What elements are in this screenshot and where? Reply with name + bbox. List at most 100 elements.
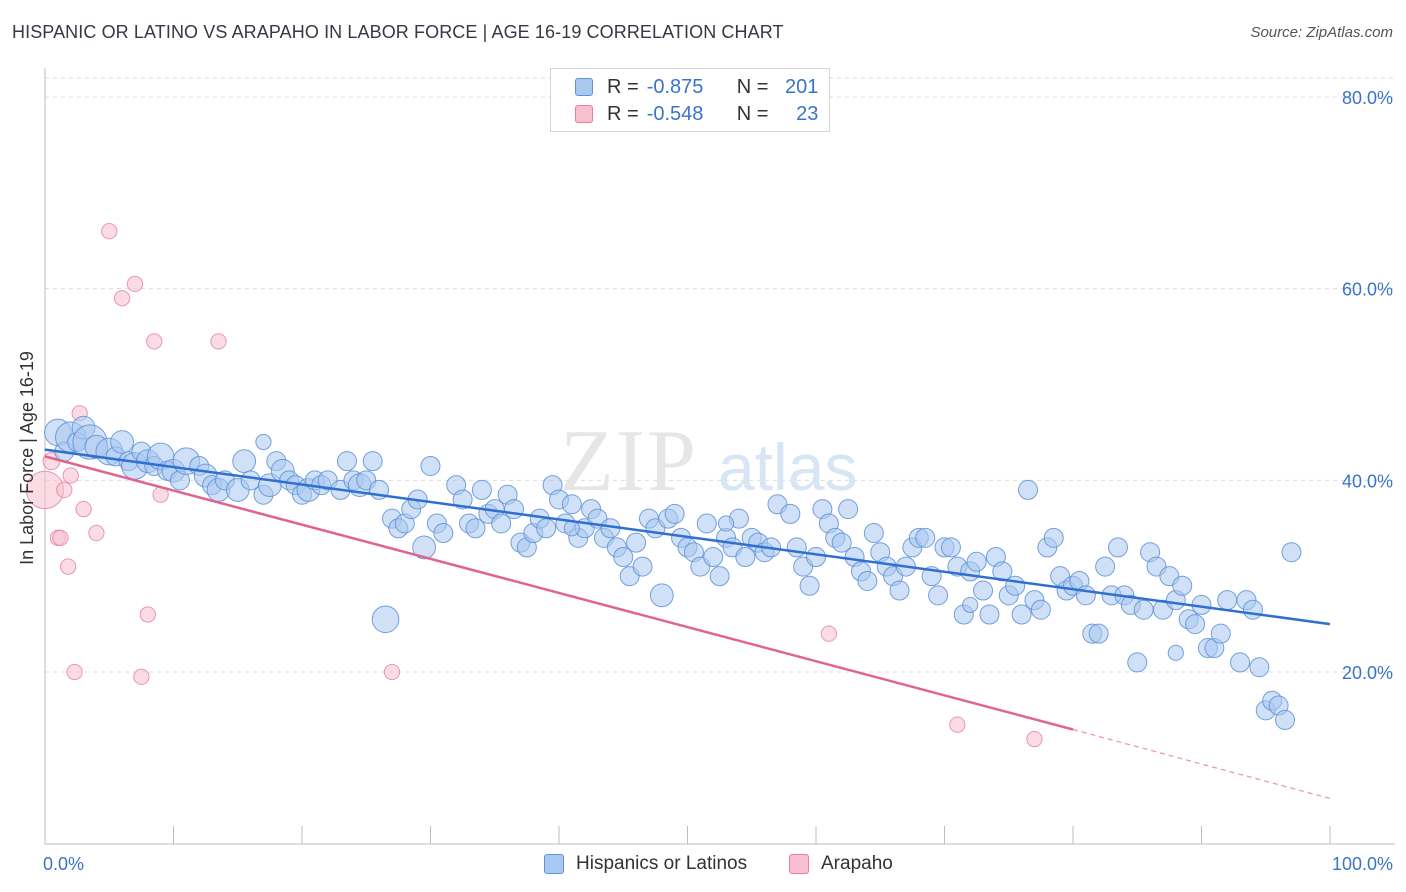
arapaho-point (383, 663, 401, 681)
hispanic-point (626, 532, 647, 553)
hispanic-point (786, 537, 807, 558)
hispanic-point (412, 535, 436, 560)
hispanic-point (979, 604, 1000, 625)
hispanic-point (1230, 652, 1251, 673)
hispanic-point (1167, 644, 1184, 661)
arapaho-point (126, 275, 144, 293)
arapaho-point (75, 500, 92, 518)
arapaho-point (101, 223, 118, 240)
bottom-legend-label: Arapaho (821, 853, 893, 874)
hispanic-point (1043, 527, 1064, 548)
x-tick-label: 0.0% (43, 854, 84, 874)
y-tick-label: 80.0% (1342, 88, 1393, 108)
arapaho-point (210, 333, 227, 350)
y-tick-label: 20.0% (1342, 663, 1393, 683)
watermark-atlas: atlas (718, 430, 857, 504)
legend-r-value: -0.875 (646, 75, 704, 98)
legend-n-label: N = (736, 75, 769, 98)
stats-legend: R = -0.875 N = 201 R = -0.548 N = 23 (550, 68, 830, 132)
hispanic-point (717, 515, 735, 532)
arapaho-point (56, 481, 73, 499)
watermark-zip: ZIP (560, 413, 698, 510)
legend-row-hispanic: R = -0.875 N = 201 (575, 75, 818, 99)
hispanic-point (471, 479, 492, 500)
hispanic-point (110, 430, 134, 454)
watermark: ZIP atlas (560, 413, 857, 510)
hispanic-point (420, 455, 441, 476)
hispanic-point (491, 513, 512, 534)
legend-r-label: R = (607, 102, 639, 125)
arapaho-point (820, 625, 837, 642)
hispanic-point (1275, 709, 1296, 730)
y-tick-label: 40.0% (1342, 471, 1393, 491)
hispanic-point (1011, 604, 1032, 625)
hispanic-point (1185, 614, 1206, 635)
hispanic-points (44, 415, 1302, 730)
hispanic-point (1210, 623, 1231, 644)
hispanic-point (799, 575, 820, 596)
hispanic-point (1075, 585, 1096, 606)
legend-swatch-pink (575, 105, 593, 123)
arapaho-trend-extension (1072, 728, 1331, 800)
hispanic-point (889, 580, 910, 601)
hispanic-point (838, 499, 859, 520)
axes (44, 68, 1395, 845)
arapaho-point (1026, 730, 1043, 748)
arapaho-point (66, 663, 83, 681)
hispanic-point (966, 551, 987, 572)
arapaho-trend-line (44, 455, 1074, 731)
hispanic-point (735, 547, 756, 567)
hispanic-point (613, 547, 634, 567)
hispanic-point (962, 596, 979, 614)
hispanic-point (371, 605, 400, 634)
hispanic-point (940, 537, 961, 558)
bottom-legend-arapaho: Arapaho (789, 851, 893, 877)
arapaho-point (133, 668, 150, 685)
arapaho-point (113, 290, 131, 307)
hispanic-point (465, 518, 486, 539)
hispanic-point (632, 556, 653, 577)
hispanic-point (649, 583, 674, 608)
hispanic-point (1249, 657, 1270, 678)
hispanic-point (696, 513, 717, 534)
legend-n-value: 201 (785, 75, 819, 98)
hispanic-point (1088, 623, 1109, 644)
arapaho-point (59, 558, 77, 575)
hispanic-point (1172, 575, 1193, 596)
hispanic-point (831, 532, 852, 553)
arapaho-points (25, 223, 1043, 748)
source-label: Source: ZipAtlas.com (1250, 24, 1393, 41)
tick-labels: 20.0% 40.0% 60.0% 80.0% 0.0% 100.0% (43, 88, 1393, 874)
hispanic-trend-line (44, 448, 1331, 626)
legend-n-label: N = (736, 102, 769, 125)
hispanic-point (928, 585, 949, 606)
arapaho-point (146, 333, 163, 350)
bottom-legend-swatch-pink (789, 854, 809, 874)
y-axis-label: In Labor Force | Age 16-19 (17, 351, 37, 565)
hispanic-point (255, 433, 272, 451)
hispanic-point (973, 580, 994, 601)
arapaho-point (62, 467, 79, 484)
arapaho-point (52, 529, 69, 546)
hispanic-point (857, 570, 878, 591)
legend-r-value: -0.548 (646, 102, 704, 125)
hispanic-point (561, 494, 582, 515)
y-tick-label: 60.0% (1342, 280, 1393, 300)
trend-lines (44, 448, 1331, 800)
hispanic-point (863, 523, 884, 544)
bottom-legend-hispanic: Hispanics or Latinos (544, 851, 747, 877)
hispanic-point (703, 547, 724, 567)
legend-r-label: R = (607, 75, 639, 98)
hispanic-point (1018, 479, 1039, 500)
hispanic-point (232, 449, 257, 474)
legend-swatch-blue (575, 78, 593, 96)
hispanic-point (1242, 599, 1263, 620)
legend-row-arapaho: R = -0.548 N = 23 (575, 102, 818, 126)
hispanic-point (1217, 590, 1238, 611)
hispanic-point (1005, 575, 1026, 596)
arapaho-point (88, 524, 105, 542)
bottom-legend-swatch-blue (544, 854, 564, 874)
hispanic-point (362, 451, 383, 472)
hispanic-point (1095, 556, 1116, 577)
